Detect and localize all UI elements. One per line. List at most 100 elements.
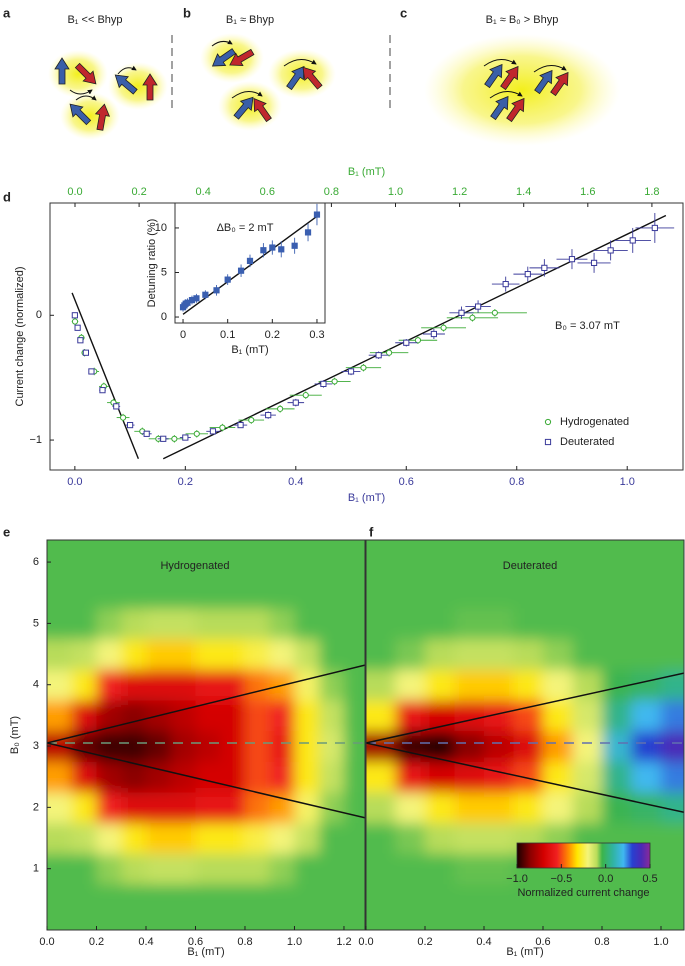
heatmap-cell [660,822,684,854]
heatmap-cell [71,884,97,916]
heatmap-cell [424,822,455,854]
heatmap-cell [572,730,603,762]
heatmap-cell [483,884,514,916]
cone-line [366,672,684,744]
point [541,264,548,271]
heatmap-cell [601,914,632,930]
legend-label: Hydrogenated [560,416,629,428]
heatmap-cell [195,853,221,885]
point [414,337,422,344]
heatmap-cell [244,822,271,854]
heatmap-cell [96,761,122,793]
glow [200,33,264,83]
heatmap-cell [572,700,603,732]
heatmap-cell [269,608,295,640]
heatmap-cell [454,792,485,824]
heatmap-cell [343,792,365,824]
heatmap-cell [601,884,632,916]
point [71,312,78,319]
precession [117,65,137,75]
heatmap-cell [121,822,147,854]
heatmap-cell [96,853,122,885]
heatmap-cell [395,792,426,824]
point [474,303,482,310]
heatmap-cell [220,792,246,824]
heatmap-cell [572,669,603,701]
heatmap-cell [294,669,320,701]
heatmap-cell [145,577,172,609]
y-axis-label: Current change (normalized) [14,266,26,406]
heatmap-cell [366,608,396,640]
schematic: a B₁ << Bhyp b B₁ ≈ Bhyp c B₁ ≈ B₀ > Bhy… [3,5,620,146]
x-axis-label: B₁ (mT) [231,344,268,356]
point [193,295,200,302]
heatmap-cell [244,608,271,640]
heatmap-cell [660,577,684,609]
point [237,267,245,274]
heatmap-cell [145,638,172,670]
heatmap-cell [96,730,122,762]
heatmap-cell [47,853,73,885]
point [246,257,254,265]
heatmap-cell [319,853,345,885]
x-tick-label: 0.0 [358,936,373,948]
heatmap-cell [244,914,271,930]
heatmap-cell [542,914,573,930]
heatmap-cell [424,853,455,885]
heatmap-cell [220,730,246,762]
y-tick-label: 0 [36,309,42,321]
x2-tick-label: 0.8 [324,186,339,198]
heatmap-cell [294,540,320,578]
heatmap-cell [294,853,320,885]
heatmap-cell [343,914,365,930]
heatmap-cell [483,792,514,824]
annotation: ΔB₀ = 2 mT [217,222,274,234]
heatmap-cell [195,700,221,732]
x-tick-label: 1.0 [287,936,302,948]
x-tick-label: 0.1 [220,329,235,341]
x2-tick-label: 1.6 [580,186,595,198]
y-tick-label: −1 [29,434,42,446]
x2-tick-label: 1.0 [388,186,403,198]
heatmap-cell [47,669,73,701]
heatmap-cell [121,638,147,670]
x2-tick-label: 0.4 [196,186,211,198]
heatmap-cell [145,792,172,824]
heatmap-cell [424,792,455,824]
point [385,349,393,356]
x2-tick-label: 1.4 [516,186,531,198]
x2-axis-label: B₁ (mT) [348,166,385,178]
heatmap-cell [170,577,196,609]
heatmap-cell [343,700,365,732]
point [313,211,321,218]
heatmap-cell [244,792,271,824]
heatmap-cell [395,700,426,732]
heatmap-cell [71,669,97,701]
heatmap-cell [631,608,662,640]
point [278,246,285,253]
x-tick-label: 1.2 [336,936,351,948]
heatmap-cell [601,540,632,578]
point [237,421,244,429]
heatmap-cell [195,638,221,670]
heatmap-cell [121,884,147,916]
heatmap-cell [572,914,603,930]
plot-frame [49,202,684,471]
heatmap-cell [572,761,603,793]
heatmap-cell [244,730,271,762]
x-tick-label: 0.8 [237,936,252,948]
x2-tick-label: 1.8 [644,186,659,198]
heatmap-cell [244,853,271,885]
heatmap-cell [395,577,426,609]
point [568,256,576,263]
heatmap-cell [660,761,684,793]
point [265,412,272,419]
heatmap-cell [145,608,172,640]
heatmap-cell [424,577,455,609]
heatmap-clip [47,540,365,930]
point [99,387,106,394]
heatmap-cell [660,730,684,762]
heatmap-cell [269,853,295,885]
heatmap-cell [220,761,246,793]
